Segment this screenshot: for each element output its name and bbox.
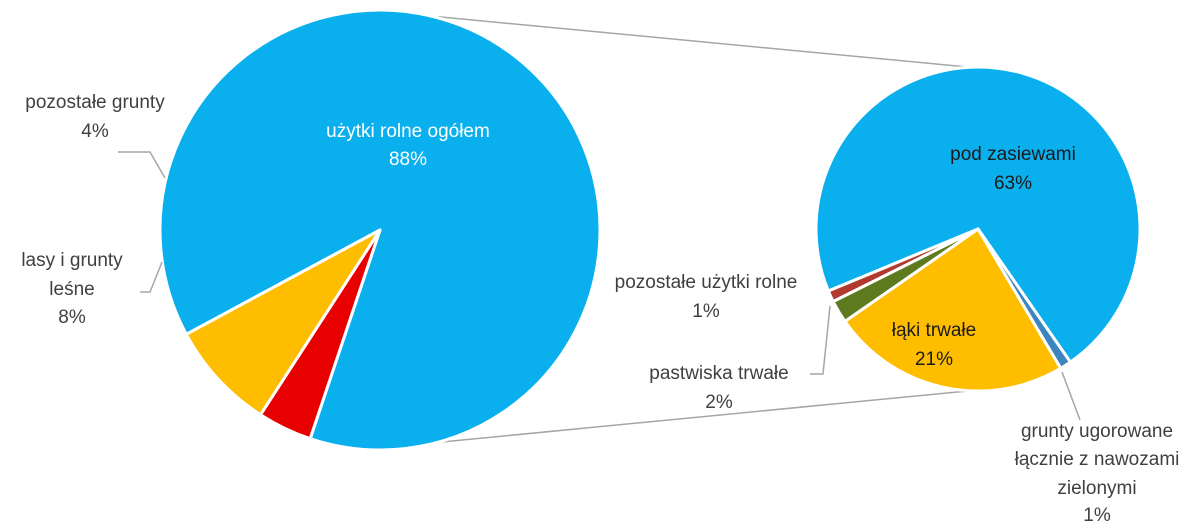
leader-line-pastwiska (810, 305, 831, 375)
label-lasy-line1: lasy i grunty (21, 250, 123, 271)
sub-slice-pod-zasiewami (814, 65, 1142, 364)
label-pozostale-grunty-name: pozostałe grunty (25, 92, 165, 113)
label-ugorowane-line2: łącznie z nawozami (1015, 449, 1180, 470)
label-pozostale-uzytki-name: pozostałe użytki rolne (615, 272, 798, 293)
label-pastwiska-name: pastwiska trwałe (649, 363, 788, 384)
label-lasy-line2: leśne (49, 279, 94, 300)
connector-line-bottom (389, 389, 979, 448)
connector-line-top (419, 14, 979, 69)
label-ugorowane-value: 1% (1083, 505, 1111, 525)
sub-slice-pozostale-uzytki-rolne (826, 227, 980, 304)
label-pozostale-grunty-value: 4% (81, 121, 109, 142)
label-laki-trwale-name: łąki trwałe (892, 320, 976, 341)
leader-line-lasy (140, 261, 163, 293)
label-ugorowane-line1: grunty ugorowane (1021, 421, 1173, 442)
label-ugorowane-line3: zielonymi (1057, 478, 1136, 499)
label-pod-zasiewami-value: 63% (994, 173, 1032, 194)
label-uzytki-rolne-value: 88% (389, 149, 427, 170)
label-lasy-value: 8% (58, 307, 86, 328)
main-pie (158, 8, 602, 452)
main-slice-lasy-i-grunty-lesne (184, 228, 382, 417)
label-laki-trwale-value: 21% (915, 349, 953, 370)
label-uzytki-rolne-name: użytki rolne ogółem (326, 121, 490, 142)
label-pastwiska-value: 2% (705, 392, 733, 413)
secondary-pie (814, 65, 1142, 393)
sub-slice-laki-trwale (843, 227, 1063, 393)
leader-line-ugorowane (1061, 371, 1081, 421)
label-pozostale-uzytki-value: 1% (692, 301, 720, 322)
leader-line-pozostale-grunty (118, 151, 166, 179)
label-pod-zasiewami-name: pod zasiewami (950, 144, 1076, 165)
